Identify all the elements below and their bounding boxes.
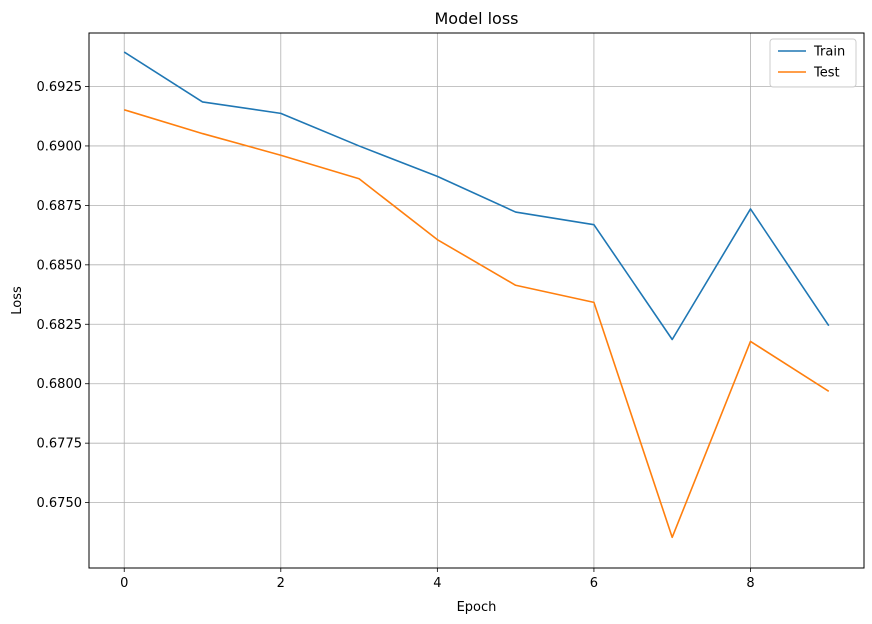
x-tick-label: 8	[746, 576, 754, 591]
y-axis-ticks: 0.6750 0.6775 0.6800 0.6825 0.6850 0.6875 0.69…	[37, 80, 89, 511]
y-tick-label: 0.6875	[37, 199, 83, 214]
y-tick-label: 0.6925	[37, 80, 83, 95]
y-tick-label: 0.6750	[37, 496, 83, 511]
series-line-train	[123, 51, 830, 341]
x-tick-label: 0	[120, 576, 128, 591]
legend: Train Test	[769, 38, 857, 88]
series-line-test	[123, 109, 830, 539]
y-tick-label: 0.6800	[37, 377, 83, 392]
x-axis-label: Epoch	[457, 600, 497, 615]
chart-title: Model loss	[434, 9, 518, 28]
legend-label-train: Train	[813, 45, 845, 60]
x-tick-label: 2	[277, 576, 285, 591]
x-tick-label: 6	[590, 576, 598, 591]
y-tick-label: 0.6900	[37, 139, 83, 154]
x-tick-label: 4	[433, 576, 441, 591]
y-tick-label: 0.6825	[37, 318, 83, 333]
y-tick-label: 0.6850	[37, 258, 83, 273]
y-axis-label: Loss	[10, 286, 25, 315]
y-tick-label: 0.6775	[37, 437, 83, 452]
legend-label-test: Test	[813, 66, 840, 81]
x-axis-ticks: 0 2 4 6 8	[120, 568, 755, 591]
plot-frame	[88, 32, 865, 569]
series-lines	[123, 51, 830, 539]
grid	[89, 33, 864, 568]
